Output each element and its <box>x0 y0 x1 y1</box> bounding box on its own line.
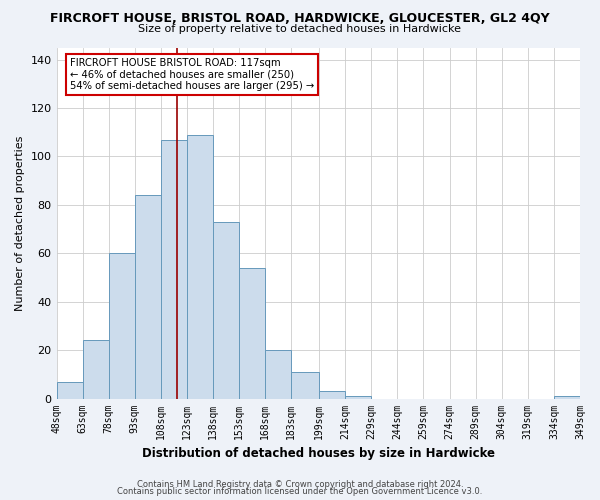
Bar <box>187 134 213 398</box>
Text: Contains HM Land Registry data © Crown copyright and database right 2024.: Contains HM Land Registry data © Crown c… <box>137 480 463 489</box>
Bar <box>554 396 580 398</box>
Bar <box>213 222 239 398</box>
Bar <box>161 140 187 398</box>
Text: FIRCROFT HOUSE BRISTOL ROAD: 117sqm
← 46% of detached houses are smaller (250)
5: FIRCROFT HOUSE BRISTOL ROAD: 117sqm ← 46… <box>70 58 314 91</box>
Bar <box>135 195 161 398</box>
X-axis label: Distribution of detached houses by size in Hardwicke: Distribution of detached houses by size … <box>142 447 495 460</box>
Text: Size of property relative to detached houses in Hardwicke: Size of property relative to detached ho… <box>139 24 461 34</box>
Bar <box>292 372 319 398</box>
Text: Contains public sector information licensed under the Open Government Licence v3: Contains public sector information licen… <box>118 488 482 496</box>
Bar <box>345 396 371 398</box>
Bar <box>109 254 135 398</box>
Bar <box>83 340 109 398</box>
Bar <box>56 382 83 398</box>
Y-axis label: Number of detached properties: Number of detached properties <box>15 136 25 310</box>
Text: FIRCROFT HOUSE, BRISTOL ROAD, HARDWICKE, GLOUCESTER, GL2 4QY: FIRCROFT HOUSE, BRISTOL ROAD, HARDWICKE,… <box>50 12 550 26</box>
Bar <box>239 268 265 398</box>
Bar <box>265 350 292 399</box>
Bar <box>319 392 345 398</box>
